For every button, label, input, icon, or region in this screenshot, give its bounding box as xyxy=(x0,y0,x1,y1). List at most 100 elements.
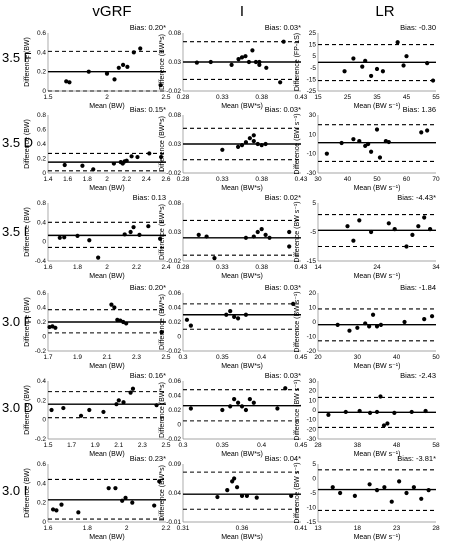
data-point xyxy=(147,151,152,156)
data-point xyxy=(402,319,407,325)
data-point xyxy=(370,312,376,317)
panel-5-1: -0.01 0.04 0.09 0.31 0.36 0.41 Mean (BW*s) Diff… xyxy=(159,454,308,541)
panel-5-2: -15 -10 -5 0 5 13 18 23 28 Mean (BW s⁻¹) Differenc… xyxy=(294,454,440,541)
data-point xyxy=(283,386,288,391)
data-point xyxy=(116,65,121,70)
data-point xyxy=(251,234,256,239)
x-tick-label: 2.2 xyxy=(122,176,131,183)
data-point xyxy=(247,136,252,141)
bias-label: Bias: 0.23* xyxy=(130,454,166,463)
y-axis-label: Difference (BW s⁻¹) xyxy=(294,201,301,262)
data-point xyxy=(419,130,424,135)
data-point xyxy=(158,83,163,88)
data-point xyxy=(416,224,421,229)
data-point xyxy=(228,309,233,314)
data-point xyxy=(343,409,348,415)
y-axis-label: Difference (BW s⁻¹) xyxy=(294,462,301,523)
x-tick-label: 50 xyxy=(373,176,381,183)
data-point xyxy=(374,409,380,415)
y-tick-label: 0 xyxy=(312,319,316,326)
data-point xyxy=(130,386,136,391)
bias-label: Bias: 0.15* xyxy=(130,105,166,114)
x-tick-label: 55 xyxy=(432,94,440,101)
y-tick-label: 0.08 xyxy=(168,200,181,207)
data-point xyxy=(228,404,233,409)
x-tick-label: 0.4 xyxy=(257,354,266,361)
data-point xyxy=(401,63,406,68)
x-tick-label: 2.2 xyxy=(161,525,170,532)
y-tick-label: 5 xyxy=(312,200,316,207)
x-tick-label: 48 xyxy=(393,442,401,449)
data-point xyxy=(291,301,296,306)
x-axis-label: Mean (BW) xyxy=(89,185,124,192)
data-point xyxy=(62,162,67,168)
y-tick-label: 0.2 xyxy=(37,500,46,507)
data-point xyxy=(243,235,249,240)
x-axis-label: Mean (BW*s) xyxy=(221,103,263,110)
data-point xyxy=(112,305,117,310)
y-tick-label: 0.6 xyxy=(37,290,46,297)
y-axis-label: Difference (BW) xyxy=(24,37,31,87)
data-point xyxy=(61,405,66,411)
x-tick-label: 2 xyxy=(105,94,109,101)
data-point xyxy=(64,79,69,84)
column-title-2: LR xyxy=(375,3,394,20)
data-point xyxy=(369,229,374,235)
data-point xyxy=(275,406,280,411)
data-point xyxy=(131,50,136,55)
row-label-4: 3.0 D xyxy=(2,400,33,415)
data-point xyxy=(369,149,374,154)
y-tick-label: -20 xyxy=(307,348,317,355)
data-point xyxy=(67,80,72,85)
row-label-5: 3.0 I xyxy=(2,483,27,498)
data-point xyxy=(146,224,151,229)
data-point xyxy=(246,59,252,65)
data-point xyxy=(220,407,225,413)
x-tick-label: 28 xyxy=(432,525,440,532)
bias-label: Bias: 0.03* xyxy=(265,371,301,380)
x-tick-label: 0.33 xyxy=(216,94,229,101)
panel-1-0: 0 0.2 0.4 0.6 0.8 1.4 1.6 1.8 2 2.2 2.4 2.6 Mean (BW… xyxy=(24,105,171,192)
x-axis-label: Mean (BW s⁻¹) xyxy=(354,185,401,192)
x-tick-label: 18 xyxy=(354,525,362,532)
data-point xyxy=(259,227,264,232)
row-label-0: 3.5 F xyxy=(2,50,32,65)
data-point xyxy=(386,221,391,226)
x-tick-label: 35 xyxy=(373,94,381,101)
y-tick-label: -0.02 xyxy=(166,258,181,265)
data-point xyxy=(363,58,368,63)
data-point xyxy=(369,73,374,79)
x-tick-label: 1.8 xyxy=(83,525,92,532)
column-title-0: vGRF xyxy=(92,3,131,20)
data-point xyxy=(188,406,193,411)
data-point xyxy=(251,133,256,138)
data-point xyxy=(360,64,365,69)
data-point xyxy=(122,232,127,237)
data-point xyxy=(243,54,248,59)
y-tick-label: 0.03 xyxy=(168,141,181,148)
data-point xyxy=(378,322,384,327)
y-tick-label: 0 xyxy=(42,334,46,341)
data-point xyxy=(220,147,225,152)
data-point xyxy=(253,59,258,65)
data-point xyxy=(106,486,111,491)
bias-label: Bias: 0.03* xyxy=(265,23,301,32)
data-point xyxy=(86,69,91,74)
x-tick-label: 2 xyxy=(125,525,129,532)
data-point xyxy=(263,232,268,237)
data-point xyxy=(212,256,217,261)
y-tick-label: 0 xyxy=(312,476,316,483)
y-tick-label: -5 xyxy=(310,65,316,72)
y-tick-label: -0.02 xyxy=(166,436,181,443)
y-tick-label: 15 xyxy=(309,42,317,49)
x-axis-label: Mean (BW) xyxy=(89,103,124,110)
x-axis-label: Mean (BW s⁻¹) xyxy=(354,363,401,370)
data-point xyxy=(389,499,394,504)
data-point xyxy=(377,155,383,160)
data-point xyxy=(111,161,116,166)
x-tick-label: 2.5 xyxy=(161,94,170,101)
x-tick-label: 0.4 xyxy=(257,442,266,449)
data-point xyxy=(87,238,92,243)
data-point xyxy=(278,80,283,85)
data-point xyxy=(157,479,162,484)
